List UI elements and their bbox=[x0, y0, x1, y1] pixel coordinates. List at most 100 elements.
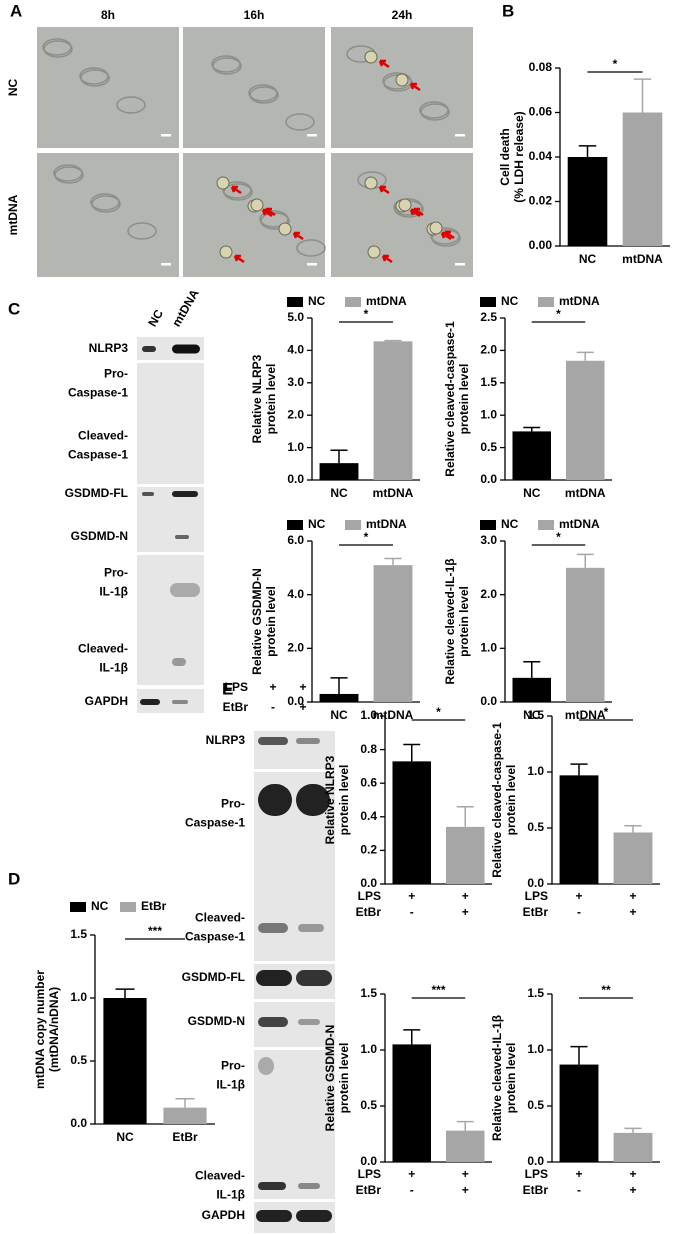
y-tick-label: 4.0 bbox=[287, 343, 304, 357]
legend-swatch bbox=[120, 902, 136, 912]
band bbox=[258, 1057, 274, 1075]
cell bbox=[296, 239, 326, 257]
x-tick-label: + bbox=[408, 1167, 415, 1181]
blot-row-label: Pro- bbox=[221, 1059, 245, 1073]
y-tick-label: 1.0 bbox=[480, 407, 497, 421]
band bbox=[170, 583, 200, 597]
y-tick-label: 0.0 bbox=[287, 472, 304, 486]
y-tick-label: 0.8 bbox=[360, 742, 377, 756]
micrograph bbox=[331, 27, 473, 148]
arrow bbox=[378, 59, 390, 69]
blot-header-value: + bbox=[269, 680, 276, 694]
error-bar bbox=[578, 145, 597, 157]
arrow bbox=[443, 230, 455, 240]
y-tick-label: 1.5 bbox=[70, 927, 87, 941]
blot-row-label: Cleaved- bbox=[195, 911, 245, 925]
x-row-label: EtBr bbox=[523, 1183, 549, 1197]
band bbox=[296, 1210, 332, 1222]
panel-label: D bbox=[8, 869, 20, 888]
y-tick-label: 0.00 bbox=[529, 238, 553, 252]
blot-row-label: IL-1β bbox=[99, 661, 128, 675]
arrow bbox=[233, 254, 245, 264]
micrograph bbox=[37, 153, 179, 277]
x-tick-label: - bbox=[577, 905, 581, 919]
row-label: mtDNA bbox=[6, 194, 20, 235]
band bbox=[175, 535, 189, 539]
significance-label: * bbox=[436, 705, 441, 719]
band bbox=[296, 784, 330, 816]
cell bbox=[212, 57, 242, 75]
column-label: 16h bbox=[244, 8, 265, 22]
blot-header-label: EtBr bbox=[223, 700, 249, 714]
x-row-label: LPS bbox=[525, 889, 548, 903]
blot-row-label: GSDMD-N bbox=[71, 529, 128, 543]
x-tick-label: EtBr bbox=[172, 1130, 198, 1144]
round-cell bbox=[219, 245, 233, 259]
x-tick-label: + bbox=[462, 889, 469, 903]
band bbox=[296, 738, 320, 744]
error-bar bbox=[330, 677, 348, 694]
legend-label: NC bbox=[91, 899, 109, 913]
error-bar bbox=[633, 78, 652, 113]
blot-row-label: GSDMD-FL bbox=[182, 970, 245, 984]
y-tick-label: 0.2 bbox=[360, 843, 377, 857]
legend-swatch bbox=[538, 520, 554, 530]
y-axis-label: Relative GSDMD-N bbox=[323, 1025, 337, 1132]
error-bar bbox=[384, 557, 402, 566]
y-tick-label: 0.0 bbox=[287, 694, 304, 708]
cell bbox=[80, 69, 110, 87]
y-tick-label: 0.0 bbox=[480, 694, 497, 708]
round-cell bbox=[367, 245, 381, 259]
y-axis-label: mtDNA copy number bbox=[33, 970, 47, 1089]
y-tick-label: 2.0 bbox=[480, 343, 497, 357]
x-tick-label: + bbox=[629, 905, 636, 919]
legend-swatch bbox=[345, 297, 361, 307]
band bbox=[142, 492, 154, 496]
bar bbox=[445, 826, 485, 884]
blot-row-label: GSDMD-N bbox=[188, 1014, 245, 1028]
row-label: NC bbox=[6, 79, 20, 97]
y-tick-label: 1.5 bbox=[360, 986, 377, 1000]
band bbox=[298, 1183, 320, 1189]
cell bbox=[91, 195, 121, 213]
error-bar bbox=[403, 743, 421, 762]
round-cell bbox=[395, 73, 409, 87]
y-tick-label: 1.0 bbox=[527, 1042, 544, 1056]
band bbox=[172, 491, 198, 497]
x-tick-label: NC bbox=[523, 486, 541, 500]
band bbox=[258, 1182, 286, 1190]
legend-label: mtDNA bbox=[559, 517, 600, 531]
y-axis-label: Relative GSDMD-N bbox=[250, 568, 264, 675]
legend-swatch bbox=[287, 297, 303, 307]
x-tick-label: + bbox=[462, 1183, 469, 1197]
micrograph bbox=[183, 153, 325, 277]
bar bbox=[559, 1064, 599, 1162]
band bbox=[142, 346, 156, 352]
x-row-label: LPS bbox=[525, 1167, 548, 1181]
y-axis-label: protein level bbox=[504, 765, 518, 836]
legend-swatch bbox=[480, 297, 496, 307]
scale-bar bbox=[161, 134, 171, 137]
error-bar bbox=[624, 825, 642, 833]
y-axis-label: Relative NLRP3 bbox=[323, 755, 337, 844]
legend-swatch bbox=[480, 520, 496, 530]
legend-label: NC bbox=[308, 294, 326, 308]
x-tick-label: + bbox=[575, 1167, 582, 1181]
y-tick-label: 0.08 bbox=[529, 60, 553, 74]
y-tick-label: 0.0 bbox=[527, 876, 544, 890]
x-tick-label: + bbox=[629, 1183, 636, 1197]
blot-row-label: NLRP3 bbox=[89, 341, 129, 355]
round-cell bbox=[216, 176, 230, 190]
y-axis-label: protein level bbox=[264, 586, 278, 657]
x-tick-label: NC bbox=[116, 1130, 134, 1144]
bar bbox=[512, 431, 552, 480]
cell bbox=[223, 183, 253, 201]
blot-row-label: IL-1β bbox=[216, 1078, 245, 1092]
y-tick-label: 0.4 bbox=[360, 809, 377, 823]
y-tick-label: 1.5 bbox=[527, 986, 544, 1000]
blot bbox=[252, 729, 337, 771]
significance-label: *** bbox=[148, 924, 162, 938]
panel-label: A bbox=[10, 1, 22, 20]
y-tick-label: 0.04 bbox=[529, 149, 553, 163]
round-cell bbox=[364, 50, 378, 64]
